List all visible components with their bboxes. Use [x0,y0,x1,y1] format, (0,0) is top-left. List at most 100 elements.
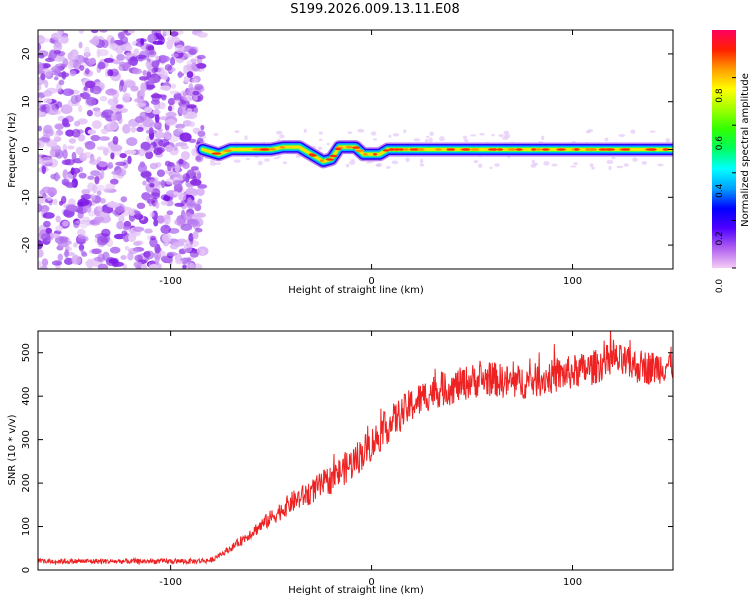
spectrogram-scatter-blob [551,163,558,167]
spectrogram-noise-blob [200,124,205,131]
spectrogram-ridge-hotspot [409,148,416,151]
spectrogram-noise-blob [189,262,195,269]
spectrogram-noise-blob [154,113,160,124]
spectrogram-scatter-blob [608,165,612,171]
spectrogram-noise-blob [144,228,153,234]
spectrogram-noise-blob [109,246,121,254]
spectrogram-scatter-blob [533,162,539,166]
spectrogram-noise-blob [123,225,130,230]
spectrogram-noise-blob [167,105,173,112]
spectrogram-noise-blob [42,129,54,137]
spectrogram-noise-blob [200,249,206,255]
snr-x-tick-label: 100 [563,577,582,588]
spectrogram-noise-blob [108,88,115,93]
spectrogram-ridge-hotspot [372,153,378,156]
spectrogram-noise-blob [78,243,85,252]
spectrogram-noise-blob [178,192,187,201]
spectrogram-scatter-blob [391,160,399,165]
spectrogram-scatter-blob [370,131,377,136]
spectrogram-scatter-blob [616,165,624,169]
spectrogram-scatter-blob [419,158,424,164]
spectrogram-noise-blob [149,211,155,218]
spectrogram-scatter-blob [209,159,216,163]
spectrogram-noise-blob [140,171,152,178]
spectrogram-noise-blob [45,103,56,108]
spectrogram-noise-blob [53,76,59,81]
spectrogram-noise-blob [136,126,144,133]
spectrogram-noise-blob [189,251,199,258]
snr-frame [37,330,674,571]
spectrogram-noise-blob [67,145,75,150]
spectrogram-scatter-blob [405,157,410,163]
spectrogram-noise-blob [118,215,125,223]
spectrogram-noise-blob [45,227,53,234]
spectrogram-scatter-blob [589,163,594,168]
spectrogram-noise-blob [48,142,58,147]
spectrogram-noise-blob [99,95,108,102]
spectrogram-noise-blob [50,109,62,115]
spectrogram-noise-blob [70,94,79,105]
spectrogram-ridge-layer [195,140,673,169]
spectrogram-scatter-blob [372,138,378,141]
spectrogram-scatter-blob [388,134,392,138]
spectrogram-scatter-blob [585,130,591,134]
spectrogram-scatter-blob [543,161,550,166]
spectrogram-noise-blob [54,131,59,140]
spectrogram-x-ticks: -100 0 100 [159,30,582,287]
spectrogram-noise-blob [164,214,171,225]
snr-y-tick-label: 400 [21,387,32,406]
snr-y-tick-label: 200 [21,474,32,493]
spectrogram-noise-blob [154,55,160,61]
spectrogram-noise-blob [118,64,127,72]
colorbar-tick-label: 0.0 [715,279,725,294]
spectrogram-noise-blob [97,235,109,246]
spectrogram-y-tick-label: -20 [21,237,32,253]
spectrogram-noise-blob [39,104,46,112]
spectrogram-noise-blob [103,57,114,63]
spectrogram-noise-blob [129,211,135,216]
spectrogram-noise-blob [172,36,181,43]
spectrogram-noise-blob [38,239,44,250]
spectrogram-noise-blob [79,222,88,229]
spectrogram-noise-blob [150,99,160,105]
spectrogram-ridge-hotspot [515,148,523,151]
spectrogram-noise-blob [98,161,108,168]
spectrogram-noise-blob [124,80,136,88]
spectrogram-noise-blob [71,255,82,265]
spectrogram-noise-blob [69,70,77,77]
spectrogram-noise-blob [189,235,194,245]
spectrogram-noise-blob [192,231,199,240]
snr-y-tick-label: 0 [21,567,32,573]
spectrogram-noise-blob [165,178,174,185]
spectrogram-noise-blob [77,118,88,125]
spectrogram-noise-blob [120,212,129,217]
spectrogram-ridge-hotspot [325,158,335,161]
spectrogram-noise-blob [117,31,125,38]
spectrogram-noise-blob [101,109,114,118]
spectrogram-noise-blob [129,56,139,67]
spectrogram-noise-blob [174,44,185,54]
spectrogram-scatter-blob [257,160,263,166]
spectrogram-noise-blob [165,199,174,207]
spectrogram-noise-blob [102,251,110,261]
spectrogram-noise-blob [38,50,49,57]
spectrogram-noise-blob [133,261,143,268]
spectrogram-noise-blob [41,63,51,69]
spectrogram-noise-blob [85,204,92,213]
spectrogram-noise-blob [133,48,140,56]
spectrogram-noise-blob [41,258,49,267]
spectrogram-noise-blob [165,118,177,127]
spectrogram-scatter-blob [425,135,430,139]
spectrogram-noise-blob [116,168,127,177]
spectrogram-ridge-hotspot [556,148,566,151]
spectrogram-ridge-hotspot [574,148,580,151]
spectrogram-noise-blob [165,144,174,153]
snr-x-tick-label: -100 [159,577,182,588]
spectrogram-noise-blob [153,147,163,155]
spectrogram-noise-blob [38,100,41,107]
spectrogram-noise-blob [195,154,204,163]
spectrogram-noise-blob [174,218,185,226]
spectrogram-ridge-hotspot [620,148,630,151]
spectrogram-noise-blob [152,109,161,115]
spectrogram-noise-blob [112,135,119,145]
